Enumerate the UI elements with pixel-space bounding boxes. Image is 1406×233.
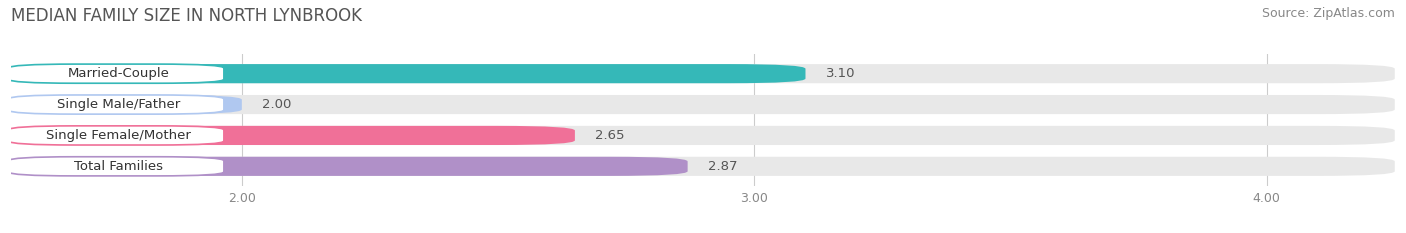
FancyBboxPatch shape [11, 95, 242, 114]
Text: Married-Couple: Married-Couple [67, 67, 170, 80]
Text: Single Female/Mother: Single Female/Mother [46, 129, 191, 142]
FancyBboxPatch shape [11, 64, 1395, 83]
Text: Single Male/Father: Single Male/Father [58, 98, 180, 111]
Text: 2.65: 2.65 [595, 129, 624, 142]
FancyBboxPatch shape [11, 64, 806, 83]
Text: MEDIAN FAMILY SIZE IN NORTH LYNBROOK: MEDIAN FAMILY SIZE IN NORTH LYNBROOK [11, 7, 363, 25]
Text: Source: ZipAtlas.com: Source: ZipAtlas.com [1261, 7, 1395, 20]
Text: 2.00: 2.00 [263, 98, 291, 111]
FancyBboxPatch shape [11, 157, 688, 176]
FancyBboxPatch shape [8, 126, 224, 145]
Text: 3.10: 3.10 [825, 67, 855, 80]
FancyBboxPatch shape [8, 157, 224, 176]
FancyBboxPatch shape [11, 95, 1395, 114]
FancyBboxPatch shape [11, 157, 1395, 176]
FancyBboxPatch shape [8, 95, 224, 114]
FancyBboxPatch shape [11, 126, 575, 145]
Text: 2.87: 2.87 [709, 160, 738, 173]
FancyBboxPatch shape [8, 64, 224, 83]
FancyBboxPatch shape [11, 126, 1395, 145]
Text: Total Families: Total Families [75, 160, 163, 173]
